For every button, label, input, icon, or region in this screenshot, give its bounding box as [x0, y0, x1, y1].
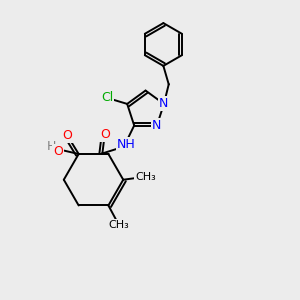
- Text: N: N: [159, 98, 169, 110]
- Text: O: O: [53, 145, 63, 158]
- Text: H: H: [47, 140, 57, 153]
- Text: Cl: Cl: [101, 92, 113, 104]
- Text: CH₃: CH₃: [108, 220, 129, 230]
- Text: NH: NH: [117, 138, 136, 151]
- Text: CH₃: CH₃: [135, 172, 156, 182]
- Text: O: O: [100, 128, 110, 141]
- Text: O: O: [62, 129, 72, 142]
- Text: N: N: [152, 119, 162, 132]
